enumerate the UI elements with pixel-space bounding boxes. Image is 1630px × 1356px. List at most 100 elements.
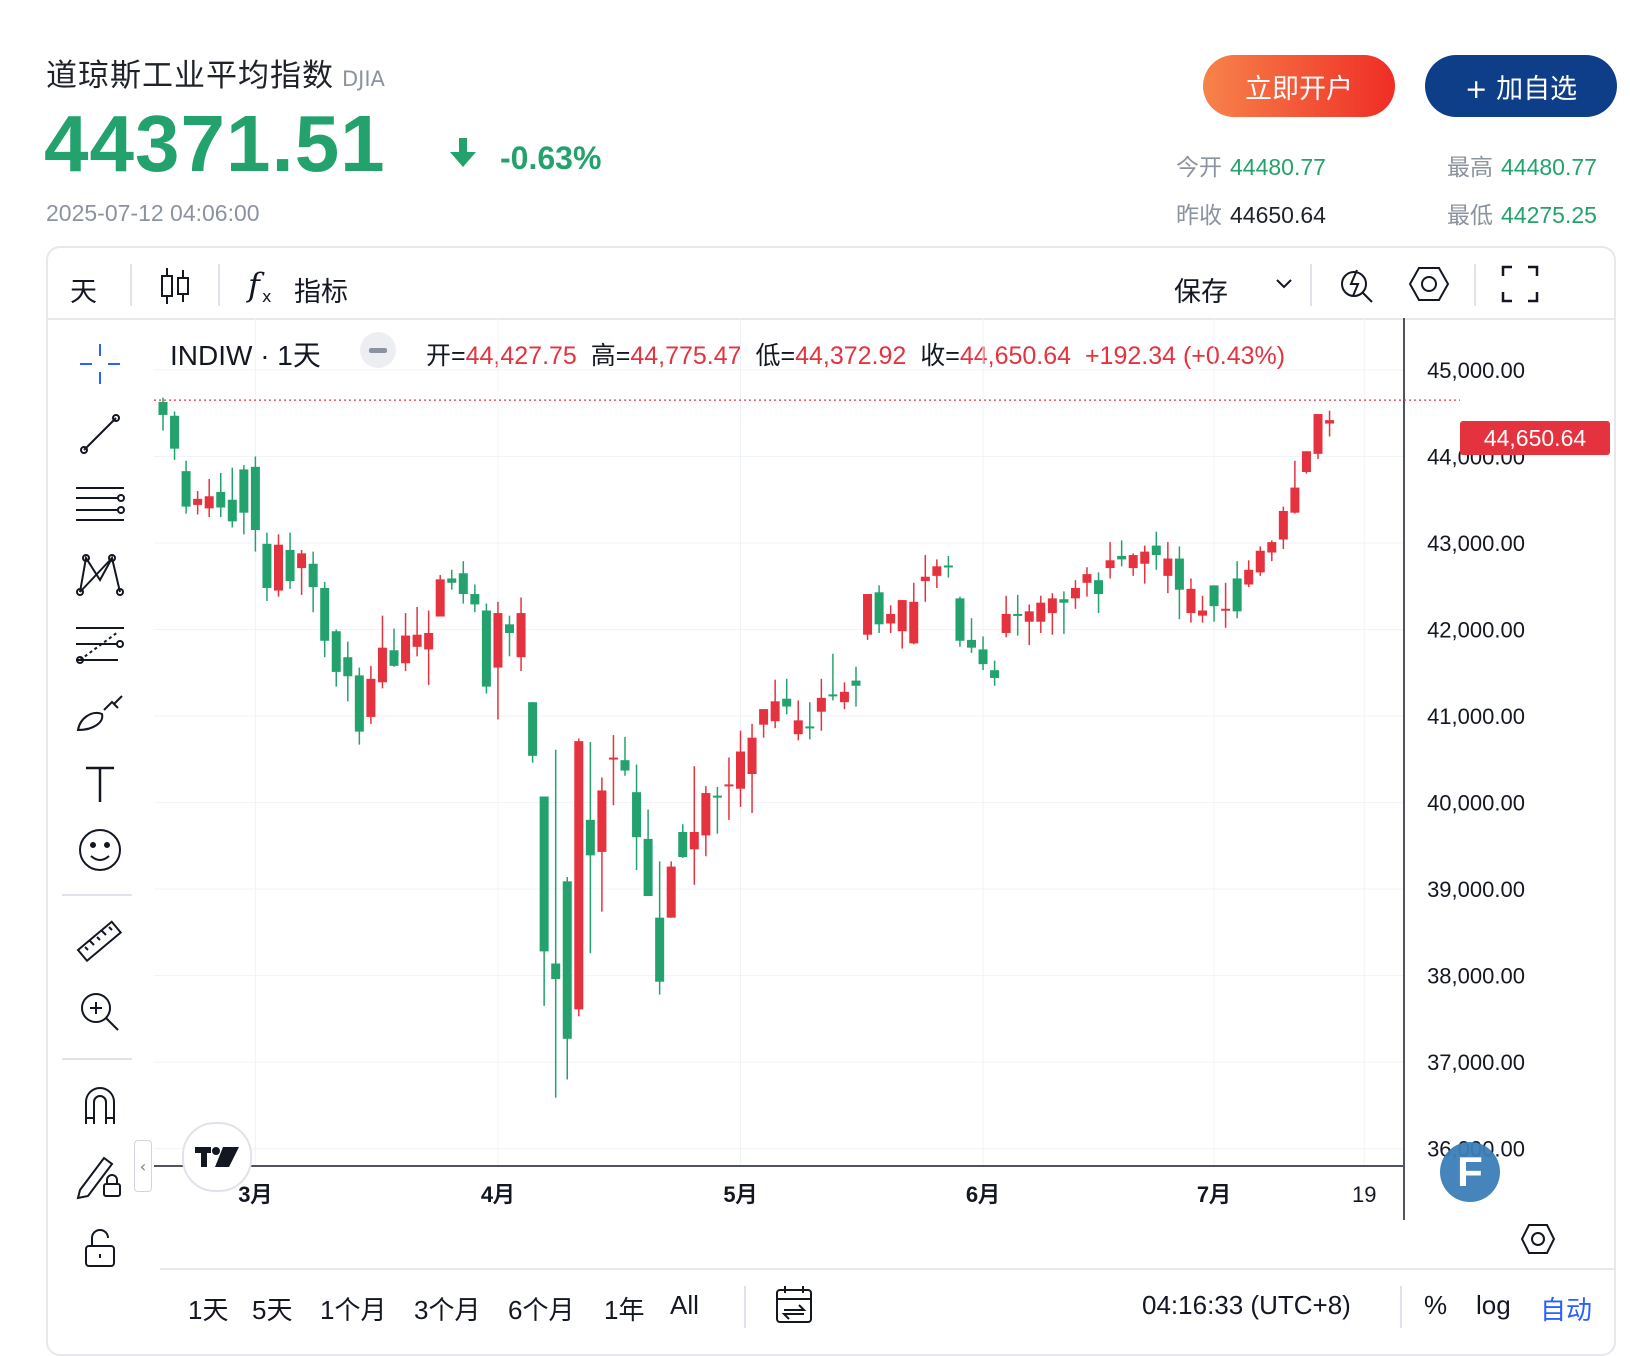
candle bbox=[1232, 561, 1242, 619]
floating-f-badge-icon[interactable]: F bbox=[1440, 1142, 1500, 1202]
candle bbox=[343, 641, 353, 702]
candle-body bbox=[990, 670, 1000, 678]
candle-body bbox=[666, 866, 676, 918]
x-tick-label: 3月 bbox=[238, 1182, 272, 1207]
candle-body bbox=[389, 650, 399, 666]
horizontal-lines-icon[interactable] bbox=[72, 476, 128, 532]
chevron-down-icon[interactable] bbox=[1274, 276, 1294, 295]
quick-search-icon[interactable] bbox=[1338, 264, 1378, 308]
collapse-toolbar-chevron-icon[interactable]: ‹ bbox=[134, 1140, 152, 1192]
percent-toggle[interactable]: % bbox=[1424, 1290, 1448, 1320]
calendar-icon[interactable] bbox=[774, 1284, 814, 1330]
text-tool-icon[interactable] bbox=[72, 756, 128, 812]
indicators-button[interactable]: 指标 bbox=[294, 277, 348, 308]
toolbar-divider bbox=[130, 264, 132, 306]
candle bbox=[712, 786, 722, 834]
candle bbox=[874, 585, 884, 633]
axis-settings-icon[interactable] bbox=[1520, 1222, 1556, 1260]
candle bbox=[851, 666, 861, 707]
candle-body bbox=[216, 491, 226, 508]
hide-legend-button[interactable] bbox=[360, 332, 396, 368]
candle bbox=[1186, 578, 1196, 623]
candle bbox=[1313, 414, 1323, 460]
candle-body bbox=[897, 600, 907, 632]
candle bbox=[377, 615, 387, 689]
stat-low: 最低 44275.25 bbox=[1447, 196, 1597, 230]
candle-body bbox=[632, 792, 642, 838]
candle-body bbox=[1232, 578, 1242, 612]
candle bbox=[401, 613, 411, 672]
save-button[interactable]: 保存 bbox=[1174, 277, 1228, 308]
candle bbox=[551, 749, 561, 1098]
tradingview-logo-icon[interactable] bbox=[182, 1122, 252, 1192]
interval-selector[interactable]: 天 bbox=[70, 277, 97, 308]
range-5-button[interactable]: 1年 bbox=[604, 1295, 645, 1325]
instrument-name: 道琼斯工业平均指数 bbox=[46, 58, 334, 94]
candle-body bbox=[1198, 610, 1207, 616]
candle-body bbox=[227, 499, 237, 522]
add-watchlist-button[interactable]: + 加自选 bbox=[1425, 55, 1617, 117]
clock-time[interactable]: 04:16:33 (UTC+8) bbox=[1142, 1290, 1351, 1320]
open-account-button[interactable]: 立即开户 bbox=[1203, 55, 1395, 117]
candle bbox=[493, 601, 503, 720]
range-3-button[interactable]: 3个月 bbox=[414, 1295, 481, 1325]
toolbar-divider bbox=[1310, 264, 1312, 306]
magnet-icon[interactable] bbox=[72, 1078, 128, 1134]
crosshair-icon[interactable] bbox=[72, 336, 128, 392]
pattern-icon[interactable] bbox=[72, 546, 128, 602]
fullscreen-icon[interactable] bbox=[1500, 264, 1540, 308]
trend-line-icon[interactable] bbox=[72, 406, 128, 462]
candle-body bbox=[782, 698, 792, 707]
candle-body bbox=[793, 720, 803, 735]
candle-body bbox=[678, 831, 688, 858]
stat-open-label: 今开 bbox=[1176, 154, 1222, 180]
candle bbox=[1070, 580, 1080, 609]
emoji-icon[interactable] bbox=[72, 822, 128, 878]
y-tick-label: 45,000.00 bbox=[1427, 358, 1525, 383]
candle bbox=[666, 861, 676, 918]
candle bbox=[181, 460, 191, 514]
candle-body bbox=[1313, 414, 1323, 454]
range-4-button[interactable]: 6个月 bbox=[508, 1295, 575, 1325]
down-arrow-icon bbox=[448, 138, 478, 172]
candle-body bbox=[1001, 613, 1011, 633]
candle-body bbox=[1128, 555, 1138, 569]
range-2-button[interactable]: 1个月 bbox=[320, 1295, 387, 1325]
candle-body bbox=[1117, 555, 1127, 560]
candle bbox=[1244, 560, 1254, 588]
candle-body bbox=[655, 917, 665, 982]
fib-retracement-icon[interactable] bbox=[72, 616, 128, 672]
price-change-percent: -0.63% bbox=[500, 140, 602, 176]
candle-body bbox=[770, 701, 780, 722]
candle-body bbox=[978, 649, 988, 665]
stat-prev-close-value: 44650.64 bbox=[1230, 202, 1326, 228]
range-0-button[interactable]: 1天 bbox=[188, 1295, 229, 1325]
zoom-in-icon[interactable] bbox=[72, 984, 128, 1040]
candle bbox=[505, 615, 514, 657]
candle bbox=[724, 757, 734, 820]
log-toggle[interactable]: log bbox=[1476, 1290, 1511, 1320]
unlock-icon[interactable] bbox=[72, 1220, 128, 1276]
ruler-icon[interactable] bbox=[72, 914, 128, 970]
candle-body bbox=[805, 726, 815, 729]
candlestick-type-icon[interactable] bbox=[158, 266, 192, 310]
auto-scale-toggle[interactable]: 自动 bbox=[1540, 1295, 1593, 1325]
brush-icon[interactable] bbox=[72, 686, 128, 742]
candle bbox=[678, 824, 688, 858]
candle-body bbox=[816, 697, 826, 712]
candle bbox=[805, 702, 815, 740]
candle bbox=[216, 472, 226, 518]
candle-body bbox=[1082, 574, 1092, 583]
settings-icon[interactable] bbox=[1408, 264, 1450, 308]
candle-body bbox=[377, 647, 387, 683]
candle bbox=[632, 764, 642, 871]
candle-body bbox=[585, 819, 595, 856]
range-6-button[interactable]: All bbox=[670, 1290, 699, 1320]
range-1-button[interactable]: 5天 bbox=[252, 1295, 293, 1325]
lock-drawing-icon[interactable] bbox=[72, 1148, 128, 1204]
candle bbox=[1255, 546, 1265, 576]
candle-body bbox=[1290, 487, 1300, 513]
candle-body bbox=[331, 631, 341, 672]
